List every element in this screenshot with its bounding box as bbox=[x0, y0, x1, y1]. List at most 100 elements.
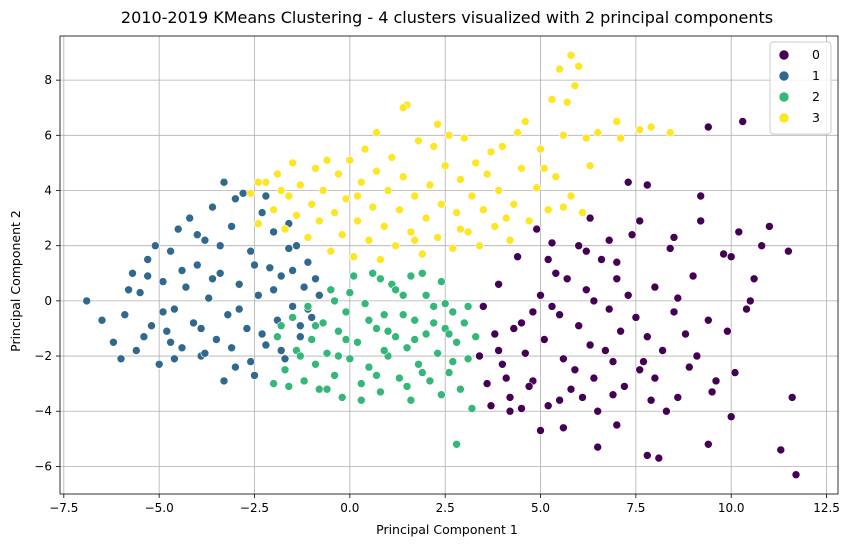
data-point-cluster-2 bbox=[437, 390, 446, 400]
x-tick-label: 12.5 bbox=[813, 501, 840, 515]
data-point-cluster-2 bbox=[269, 379, 278, 388]
data-point-cluster-0 bbox=[642, 451, 652, 460]
data-point-cluster-0 bbox=[543, 255, 553, 264]
data-point-cluster-0 bbox=[639, 357, 648, 366]
data-point-cluster-2 bbox=[406, 271, 416, 281]
data-point-cluster-1 bbox=[253, 290, 263, 300]
x-axis-label: Principal Component 1 bbox=[376, 522, 518, 537]
legend-marker-cluster-3 bbox=[778, 112, 790, 124]
data-point-cluster-3 bbox=[341, 194, 351, 204]
data-point-cluster-2 bbox=[421, 329, 431, 339]
data-point-cluster-0 bbox=[669, 233, 679, 242]
data-point-cluster-0 bbox=[551, 268, 561, 278]
data-point-cluster-3 bbox=[440, 161, 450, 170]
legend-label-cluster-2: 2 bbox=[812, 89, 820, 104]
data-point-cluster-0 bbox=[559, 423, 568, 433]
data-point-cluster-0 bbox=[730, 368, 740, 377]
data-point-cluster-0 bbox=[478, 302, 488, 311]
data-point-cluster-0 bbox=[513, 252, 522, 262]
data-point-cluster-3 bbox=[391, 241, 400, 250]
data-point-cluster-3 bbox=[494, 186, 503, 195]
data-point-cluster-3 bbox=[467, 191, 477, 201]
data-point-cluster-3 bbox=[246, 189, 255, 198]
x-tick-label: −7.5 bbox=[49, 501, 78, 515]
data-point-cluster-2 bbox=[345, 354, 355, 364]
data-point-cluster-3 bbox=[395, 205, 404, 215]
data-point-cluster-3 bbox=[410, 191, 420, 201]
data-point-cluster-2 bbox=[364, 362, 374, 372]
legend-marker-cluster-0 bbox=[778, 49, 790, 61]
data-point-cluster-3 bbox=[360, 144, 370, 154]
data-point-cluster-0 bbox=[696, 191, 706, 201]
data-point-cluster-1 bbox=[132, 346, 141, 355]
data-point-cluster-0 bbox=[726, 412, 736, 422]
data-point-cluster-3 bbox=[585, 161, 595, 170]
data-point-cluster-3 bbox=[471, 158, 481, 168]
data-point-cluster-0 bbox=[494, 279, 503, 289]
x-tick-label: 0.0 bbox=[340, 501, 359, 515]
data-point-cluster-2 bbox=[330, 371, 339, 380]
y-tick-label: 0 bbox=[44, 294, 52, 308]
data-point-cluster-3 bbox=[322, 155, 332, 165]
data-point-cluster-2 bbox=[383, 326, 393, 336]
data-point-cluster-2 bbox=[360, 299, 370, 308]
data-point-cluster-3 bbox=[273, 169, 282, 179]
data-point-cluster-0 bbox=[536, 290, 545, 300]
data-point-cluster-2 bbox=[280, 365, 290, 375]
data-point-cluster-1 bbox=[269, 227, 278, 237]
data-point-cluster-3 bbox=[566, 191, 576, 201]
data-point-cluster-1 bbox=[280, 354, 290, 364]
data-point-cluster-3 bbox=[429, 142, 439, 151]
data-point-cluster-0 bbox=[578, 393, 587, 402]
data-point-cluster-1 bbox=[147, 321, 156, 331]
data-point-cluster-1 bbox=[158, 307, 168, 317]
data-point-cluster-1 bbox=[109, 337, 118, 347]
data-point-cluster-0 bbox=[608, 357, 618, 366]
data-point-cluster-3 bbox=[292, 211, 301, 220]
data-point-cluster-1 bbox=[177, 266, 187, 275]
data-point-cluster-0 bbox=[524, 382, 534, 391]
data-point-cluster-1 bbox=[269, 285, 278, 295]
data-point-cluster-0 bbox=[612, 274, 622, 284]
data-point-cluster-0 bbox=[574, 241, 584, 250]
data-point-cluster-0 bbox=[593, 442, 603, 452]
data-point-cluster-1 bbox=[97, 315, 107, 325]
data-point-cluster-3 bbox=[437, 200, 446, 209]
data-point-cluster-0 bbox=[757, 241, 767, 250]
data-point-cluster-0 bbox=[684, 362, 694, 372]
data-point-cluster-0 bbox=[723, 326, 732, 336]
data-point-cluster-3 bbox=[539, 164, 549, 173]
data-point-cluster-0 bbox=[490, 329, 500, 339]
data-point-cluster-1 bbox=[120, 310, 130, 320]
data-point-cluster-2 bbox=[391, 332, 400, 342]
data-point-cluster-1 bbox=[303, 257, 313, 267]
legend-marker-cluster-1 bbox=[778, 70, 790, 82]
data-point-cluster-0 bbox=[593, 406, 603, 416]
data-point-cluster-0 bbox=[501, 373, 511, 383]
data-point-cluster-3 bbox=[253, 177, 263, 187]
data-point-cluster-2 bbox=[379, 346, 389, 355]
data-point-cluster-0 bbox=[738, 117, 748, 126]
data-point-cluster-3 bbox=[505, 235, 515, 245]
data-point-cluster-0 bbox=[665, 244, 675, 253]
data-point-cluster-3 bbox=[532, 183, 542, 192]
data-point-cluster-0 bbox=[707, 387, 717, 397]
data-point-cluster-0 bbox=[703, 315, 713, 325]
data-point-cluster-3 bbox=[417, 249, 427, 259]
data-point-cluster-3 bbox=[555, 64, 564, 74]
data-point-cluster-0 bbox=[765, 222, 774, 231]
data-point-cluster-2 bbox=[379, 310, 389, 320]
data-point-cluster-3 bbox=[376, 255, 385, 264]
data-point-cluster-3 bbox=[547, 95, 557, 104]
data-point-cluster-1 bbox=[234, 304, 244, 314]
data-point-cluster-2 bbox=[444, 368, 454, 377]
data-point-cluster-3 bbox=[448, 244, 458, 253]
data-point-cluster-0 bbox=[589, 296, 599, 306]
data-point-cluster-1 bbox=[208, 274, 217, 284]
data-point-cluster-2 bbox=[372, 324, 381, 333]
data-point-cluster-3 bbox=[524, 216, 534, 226]
data-point-cluster-0 bbox=[482, 379, 492, 388]
data-point-cluster-0 bbox=[543, 401, 553, 411]
data-point-cluster-1 bbox=[189, 318, 198, 328]
data-point-cluster-2 bbox=[311, 321, 320, 331]
